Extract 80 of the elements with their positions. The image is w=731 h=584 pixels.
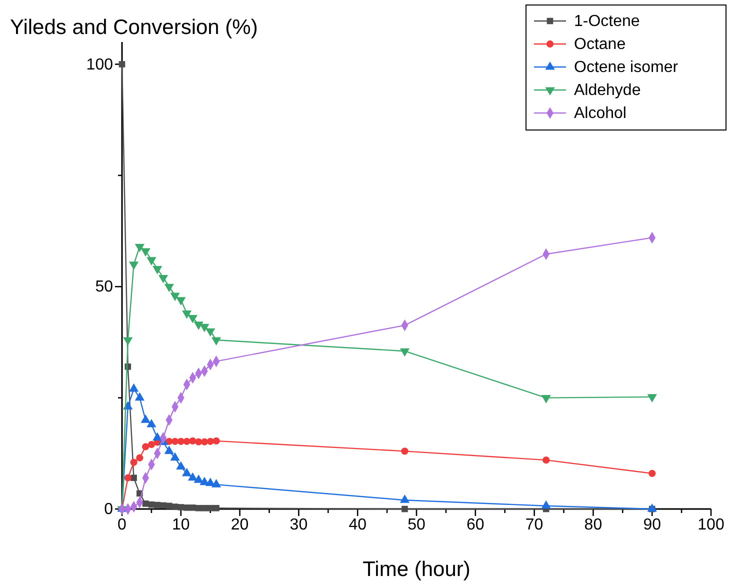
point bbox=[134, 244, 144, 252]
point bbox=[400, 348, 410, 357]
point bbox=[206, 328, 216, 337]
point bbox=[123, 337, 133, 346]
legend-label: Alcohol bbox=[574, 105, 626, 122]
y-tick-label: 0 bbox=[104, 501, 114, 518]
point bbox=[194, 322, 204, 330]
point bbox=[170, 292, 180, 302]
point bbox=[542, 456, 550, 464]
point bbox=[211, 478, 222, 488]
y-axis-title: Yileds and Conversion (%) bbox=[10, 16, 258, 39]
point bbox=[158, 274, 168, 284]
point bbox=[148, 440, 156, 448]
x-tick-label: 90 bbox=[643, 516, 662, 534]
point bbox=[178, 504, 184, 510]
legend-label: Octene isomer bbox=[574, 59, 679, 76]
point bbox=[190, 504, 196, 511]
point bbox=[182, 310, 192, 319]
x-axis-title: Time (hour) bbox=[362, 558, 470, 581]
point bbox=[401, 448, 408, 455]
point bbox=[206, 478, 216, 486]
point bbox=[164, 284, 174, 292]
point bbox=[124, 474, 132, 482]
point bbox=[647, 394, 657, 402]
point bbox=[195, 504, 202, 512]
point bbox=[195, 438, 202, 446]
point bbox=[402, 506, 408, 512]
x-tick-label: 100 bbox=[698, 516, 724, 534]
point bbox=[136, 454, 144, 462]
x-tick-label: 40 bbox=[348, 516, 367, 534]
point bbox=[152, 432, 162, 441]
point bbox=[194, 474, 204, 483]
point bbox=[647, 503, 657, 512]
point bbox=[541, 395, 551, 404]
point bbox=[146, 257, 156, 266]
point bbox=[207, 504, 214, 512]
point bbox=[212, 437, 220, 445]
point bbox=[128, 262, 139, 270]
x-tick-label: 50 bbox=[408, 516, 426, 534]
x-tick-label: 30 bbox=[290, 516, 308, 534]
point bbox=[541, 500, 551, 509]
point bbox=[211, 337, 222, 346]
x-tick-label: 10 bbox=[172, 516, 190, 534]
x-tick-label: 20 bbox=[230, 516, 249, 534]
point bbox=[164, 446, 174, 454]
legend-label: Octane bbox=[574, 36, 626, 53]
point bbox=[152, 266, 162, 274]
point bbox=[188, 314, 198, 324]
point bbox=[182, 468, 192, 476]
point bbox=[200, 438, 208, 446]
point bbox=[130, 458, 138, 466]
point bbox=[206, 438, 214, 445]
x-tick-label: 0 bbox=[118, 516, 127, 534]
point bbox=[170, 452, 180, 461]
point bbox=[184, 504, 190, 511]
point bbox=[142, 443, 150, 450]
point bbox=[166, 502, 172, 510]
point bbox=[140, 414, 150, 423]
y-tick-label: 50 bbox=[95, 278, 114, 296]
point bbox=[200, 324, 210, 332]
point bbox=[171, 438, 179, 445]
y-tick-label: 100 bbox=[86, 56, 114, 74]
point bbox=[172, 504, 178, 510]
x-tick-label: 70 bbox=[525, 516, 544, 534]
point bbox=[140, 248, 150, 257]
x-tick-label: 80 bbox=[584, 516, 602, 534]
point bbox=[648, 470, 656, 477]
point bbox=[400, 494, 410, 503]
legend-label: Aldehyde bbox=[574, 82, 641, 99]
legend-label: 1-Octene bbox=[574, 13, 640, 30]
point bbox=[154, 502, 161, 508]
point bbox=[142, 500, 149, 507]
point bbox=[130, 474, 137, 482]
point bbox=[160, 502, 166, 509]
point bbox=[183, 438, 190, 445]
point bbox=[213, 504, 220, 512]
x-tick-label: 60 bbox=[466, 516, 484, 534]
point bbox=[176, 461, 186, 470]
point bbox=[188, 472, 198, 481]
point bbox=[176, 297, 186, 306]
